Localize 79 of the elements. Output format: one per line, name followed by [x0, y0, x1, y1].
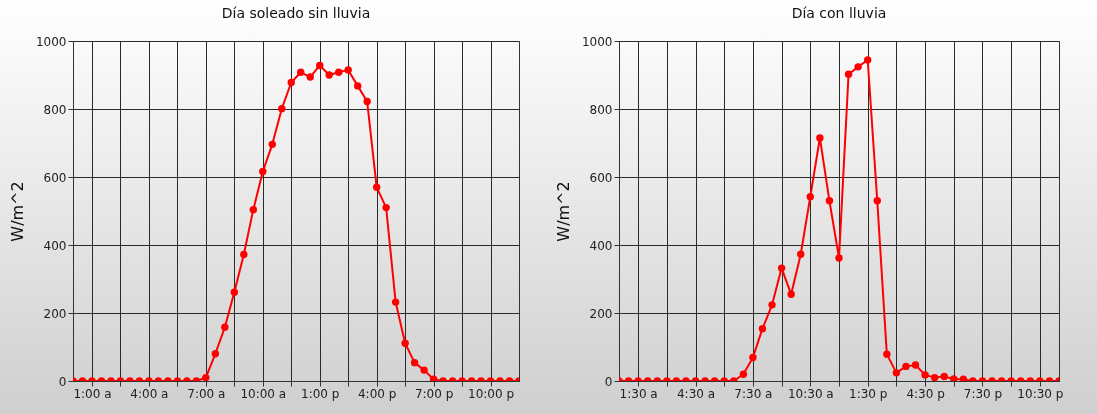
point — [221, 323, 229, 331]
point — [382, 203, 390, 212]
point — [873, 197, 881, 205]
x-tick-label: 10:30 a — [787, 386, 834, 401]
point — [835, 254, 843, 262]
y-tick-label: 600 — [43, 170, 67, 185]
x-tick-label: 7:00 p — [414, 386, 454, 401]
point — [297, 68, 305, 76]
x-tick-label: 4:30 a — [676, 386, 716, 401]
point — [940, 372, 948, 381]
point — [892, 369, 901, 377]
point — [344, 66, 352, 74]
point — [316, 61, 324, 70]
point — [240, 250, 248, 259]
point — [334, 68, 343, 76]
point — [306, 73, 314, 81]
y-tick-label: 0 — [604, 374, 613, 389]
chart-title: Día con lluvia — [791, 5, 887, 21]
point — [787, 290, 795, 298]
point — [202, 373, 210, 381]
x-tick-label: 1:00 a — [73, 386, 112, 401]
point — [230, 288, 239, 296]
point — [854, 63, 862, 71]
point — [372, 183, 381, 191]
point — [249, 205, 258, 214]
point — [921, 371, 929, 379]
x-tick-label: 10:00 a — [240, 386, 287, 401]
x-tick-label: 1:30 p — [849, 386, 888, 401]
y-tick-label: 600 — [589, 170, 613, 185]
point — [950, 375, 958, 381]
point — [259, 167, 267, 176]
y-tick-label: 200 — [43, 306, 67, 321]
point — [883, 350, 891, 358]
point — [797, 250, 805, 258]
y-tick-label: 1000 — [35, 34, 67, 49]
x-tick-label: 4:00 a — [130, 386, 169, 401]
point — [739, 370, 748, 378]
y-tick-label: 800 — [43, 102, 67, 117]
y-axis-title: W/m^2 — [7, 181, 27, 242]
point — [749, 353, 757, 362]
x-tick-label: 4:00 p — [357, 386, 397, 401]
x-tick-label: 10:30 p — [1017, 386, 1064, 401]
point — [844, 70, 853, 79]
y-axis-title: W/m^2 — [553, 181, 573, 242]
point — [401, 339, 409, 347]
y-tick-label: 400 — [589, 238, 613, 253]
x-tick-label: 1:00 p — [301, 386, 340, 401]
point — [410, 358, 419, 367]
point — [211, 350, 220, 358]
point — [825, 197, 834, 205]
x-tick-label: 4:30 p — [906, 386, 945, 401]
x-tick-label: 7:00 a — [187, 386, 226, 401]
point — [902, 362, 910, 371]
y-tick-label: 400 — [43, 238, 67, 253]
point — [278, 104, 286, 113]
x-tick-label: 10:00 p — [468, 386, 515, 401]
point — [911, 361, 920, 369]
y-tick-label: 800 — [589, 102, 613, 117]
point — [363, 97, 371, 106]
y-tick-label: 200 — [589, 306, 613, 321]
point — [391, 298, 400, 306]
point — [287, 78, 295, 87]
point — [816, 134, 824, 142]
x-tick-label: 7:30 p — [963, 386, 1003, 401]
point — [420, 366, 428, 374]
chart-title: Día soleado sin lluvia — [221, 5, 371, 21]
point — [353, 82, 362, 90]
y-tick-label: 0 — [58, 374, 67, 389]
point — [806, 193, 815, 201]
point — [768, 301, 776, 309]
point — [930, 373, 939, 381]
point — [863, 56, 872, 64]
y-tick-label: 1000 — [581, 34, 613, 49]
point — [325, 71, 333, 79]
point — [268, 140, 276, 149]
point — [777, 264, 786, 272]
x-tick-label: 1:30 a — [619, 386, 658, 401]
point — [758, 324, 767, 333]
x-tick-label: 7:30 a — [734, 386, 773, 401]
